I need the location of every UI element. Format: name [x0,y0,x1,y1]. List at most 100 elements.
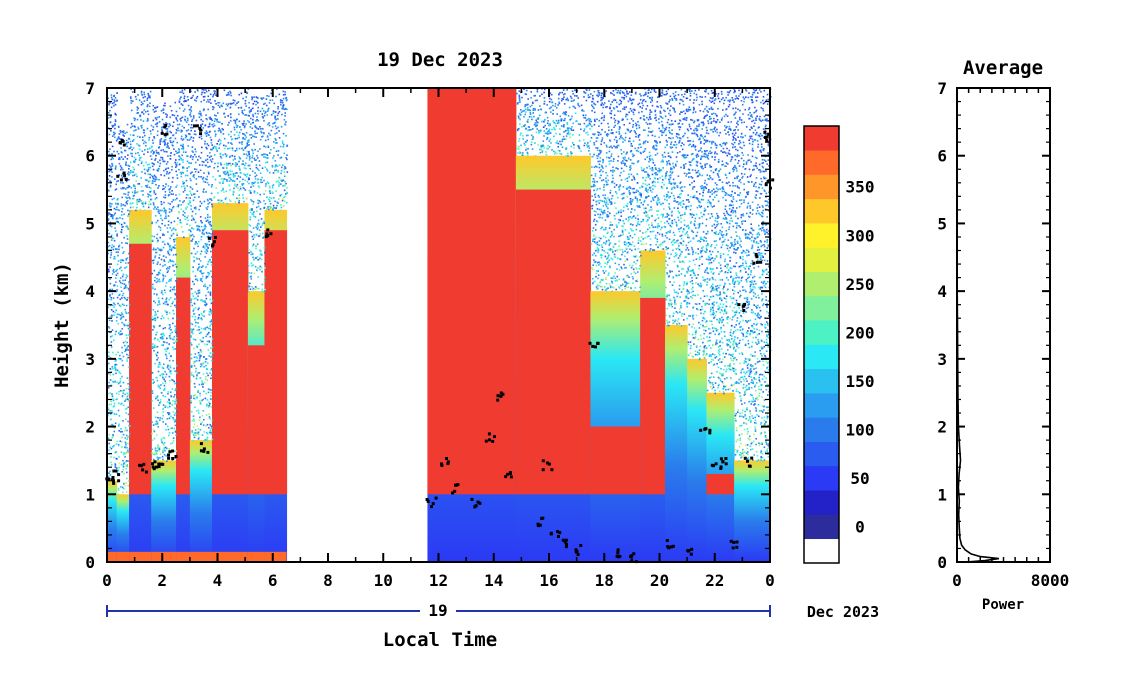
heatmap-speck [128,379,131,382]
heatmap-speck [215,133,217,136]
heatmap-speck [158,404,160,406]
heatmap-speck [541,93,543,96]
heatmap-speck [163,207,165,209]
heatmap-speck [210,329,212,331]
heatmap-speck [596,180,598,183]
heatmap-speck [238,156,240,158]
heatmap-speck [109,470,111,473]
heatmap-speck [149,130,152,132]
heatmap-speck [113,101,115,104]
heatmap-speck [114,367,116,369]
heatmap-speck [247,141,250,143]
heatmap-speck [164,102,166,105]
heatmap-speck [127,449,129,452]
heatmap-speck [257,205,260,208]
heatmap-speck [210,102,212,104]
heatmap-speck [153,325,156,328]
heatmap-speck [255,166,258,169]
heatmap-speck [162,274,165,277]
heatmap-speck [273,141,275,143]
heatmap-speck [112,445,114,448]
heatmap-speck [252,253,254,255]
heatmap-speck [639,192,641,194]
heatmap-speck [126,187,128,189]
heatmap-speck [168,336,171,339]
heatmap-speck [623,92,625,94]
heatmap-speck [191,323,194,326]
heatmap-speck [169,401,171,403]
heatmap-speck [596,157,599,160]
heatmap-speck [150,190,152,193]
heatmap-speck [618,128,621,131]
heatmap-speck [268,124,271,127]
heatmap-speck [161,373,163,375]
heatmap-speck [125,418,127,420]
heatmap-speck [149,155,152,157]
heatmap-speck [237,134,240,137]
heatmap-speck [205,89,207,91]
heatmap-speck [280,101,282,104]
heatmap-speck [193,133,196,135]
heatmap-speck [197,412,200,414]
heatmap-speck [178,107,181,110]
heatmap-speck [199,400,201,402]
heatmap-speck [121,226,123,228]
heatmap-speck [628,218,630,220]
heatmap-speck [160,249,163,251]
heatmap-speck [190,90,192,93]
heatmap-speck [254,178,257,180]
heatmap-speck [190,401,193,404]
heatmap-speck [572,99,575,102]
heatmap-speck [233,184,236,187]
heatmap-speck [111,145,114,148]
heatmap-speck [162,414,164,417]
heatmap-speck [221,178,223,180]
heatmap-speck [199,110,201,113]
heatmap-speck [191,410,193,413]
heatmap-speck [116,381,118,383]
heatmap-speck [227,103,230,105]
heatmap-speck [163,196,165,198]
heatmap-speck [162,140,165,143]
heatmap-speck [241,141,244,143]
heatmap-speck [209,130,211,133]
heatmap-speck [208,101,210,103]
heatmap-speck [208,156,211,159]
heatmap-speck [594,120,596,123]
heatmap-speck [594,193,596,196]
heatmap-speck [199,169,202,172]
heatmap-speck [154,314,156,316]
heatmap-speck [113,257,115,260]
heatmap-speck [254,159,256,161]
heatmap-speck [190,372,193,374]
heatmap-speck [238,167,241,170]
heatmap-speck [227,163,229,166]
heatmap-speck [577,102,579,105]
heatmap-speck [151,221,153,223]
heatmap-speck [124,298,127,300]
heatmap-speck [237,107,240,109]
heatmap-speck [562,112,564,115]
heatmap-speck [200,118,202,121]
heatmap-speck [600,237,602,240]
heatmap-speck [600,140,603,143]
heatmap-speck [616,91,618,94]
heatmap-speck [625,204,628,207]
heatmap-speck [614,250,617,252]
heatmap-speck [207,166,209,168]
heatmap-speck [190,342,192,344]
heatmap-speck [658,136,660,139]
heatmap-speck [213,90,215,92]
heatmap-speck [253,211,255,213]
heatmap-speck [162,240,165,243]
heatmap-speck [229,113,232,116]
heatmap-speck [192,199,195,202]
heatmap-speck [261,224,263,226]
heatmap-speck [534,124,537,126]
heatmap-speck [120,167,123,169]
heatmap-speck [215,187,217,189]
heatmap-speck [206,118,208,121]
heatmap-speck [527,134,529,137]
heatmap-speck [163,160,166,163]
heatmap-speck [234,104,237,106]
